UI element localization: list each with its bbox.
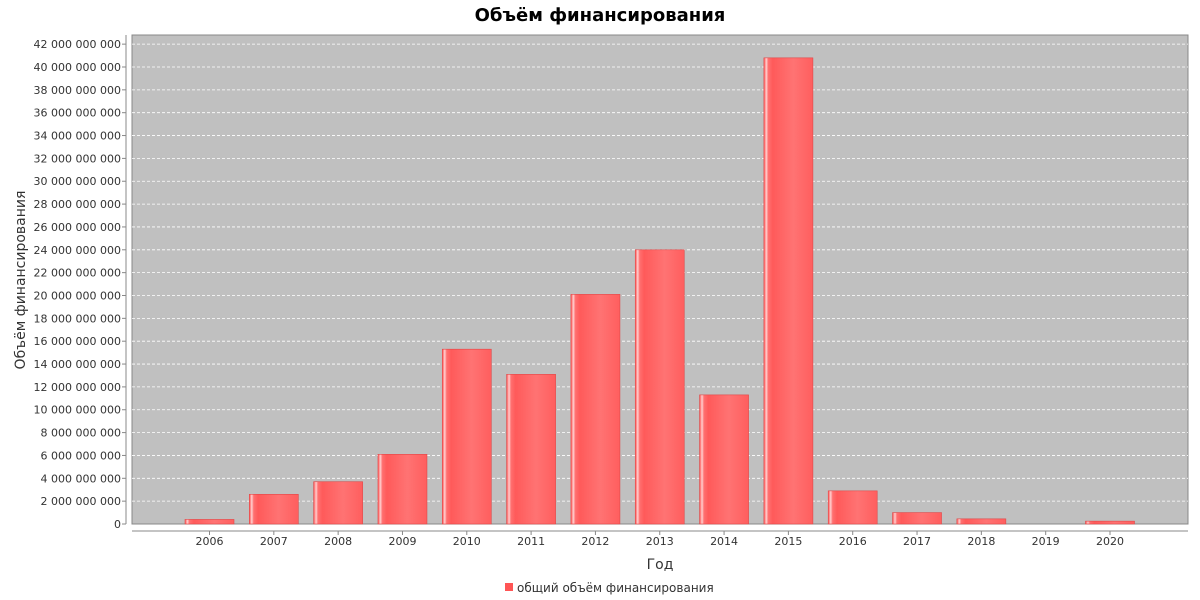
bar [570, 294, 621, 525]
x-tick-label: 2009 [388, 535, 416, 548]
y-tick-label: 16 000 000 000 [34, 335, 121, 348]
x-tick-label: 2010 [453, 535, 481, 548]
y-tick-label: 38 000 000 000 [34, 84, 121, 97]
x-tick-label: 2006 [196, 535, 224, 548]
bar [956, 518, 1007, 525]
y-tick-label: 6 000 000 000 [41, 449, 121, 462]
x-tick-label: 2013 [646, 535, 674, 548]
y-axis-label: Объём финансирования [13, 191, 29, 370]
y-tick-label: 26 000 000 000 [34, 221, 121, 234]
bar [506, 374, 556, 525]
y-tick-label: 24 000 000 000 [34, 244, 121, 257]
legend-swatch [505, 583, 513, 591]
y-tick-label: 30 000 000 000 [34, 175, 121, 188]
legend: общий объём финансирования [505, 581, 714, 595]
bar [184, 519, 235, 525]
y-tick-label: 10 000 000 000 [34, 404, 121, 417]
x-tick-label: 2015 [774, 535, 802, 548]
y-tick-label: 0 [114, 518, 121, 531]
y-tick-label: 2 000 000 000 [41, 495, 121, 508]
bar [249, 493, 299, 525]
bar [377, 454, 428, 525]
bar [892, 512, 942, 525]
chart-title: Объём финансирования [475, 5, 726, 26]
y-tick-label: 34 000 000 000 [34, 130, 121, 143]
x-axis-label: Год [647, 557, 674, 573]
bar [1085, 520, 1135, 525]
y-tick-label: 12 000 000 000 [34, 381, 121, 394]
y-tick-label: 32 000 000 000 [34, 152, 121, 165]
x-tick-label: 2018 [967, 535, 995, 548]
y-tick-label: 8 000 000 000 [41, 427, 121, 440]
x-tick-label: 2011 [517, 535, 545, 548]
y-tick-label: 36 000 000 000 [34, 107, 121, 120]
bar [763, 57, 814, 525]
bar [313, 481, 363, 525]
x-tick-label: 2014 [710, 535, 738, 548]
x-tick-label: 2020 [1096, 535, 1124, 548]
x-tick-label: 2008 [324, 535, 352, 548]
y-tick-label: 42 000 000 000 [34, 38, 121, 51]
y-axis: 0 2 000 000 000 4 000 000 000 6 000 000 000… [34, 38, 126, 531]
y-tick-label: 20 000 000 000 [34, 289, 121, 302]
x-tick-label: 2007 [260, 535, 288, 548]
bar [441, 348, 492, 525]
x-tick-label: 2017 [903, 535, 931, 548]
bar [699, 394, 749, 525]
x-tick-label: 2016 [839, 535, 867, 548]
bars [184, 57, 1135, 525]
legend-label: общий объём финансирования [517, 581, 714, 595]
x-tick-label: 2019 [1032, 535, 1060, 548]
y-tick-label: 28 000 000 000 [34, 198, 121, 211]
y-tick-label: 40 000 000 000 [34, 61, 121, 74]
y-tick-label: 4 000 000 000 [41, 472, 121, 485]
y-tick-label: 18 000 000 000 [34, 312, 121, 325]
y-tick-label: 14 000 000 000 [34, 358, 121, 371]
bar [634, 249, 685, 525]
y-tick-label: 22 000 000 000 [34, 267, 121, 280]
x-axis: 2006 2007 2008 2009 2010 2011 2012 2013 2014 2015… [196, 531, 1124, 548]
x-tick-label: 2012 [581, 535, 609, 548]
bar [827, 490, 878, 525]
